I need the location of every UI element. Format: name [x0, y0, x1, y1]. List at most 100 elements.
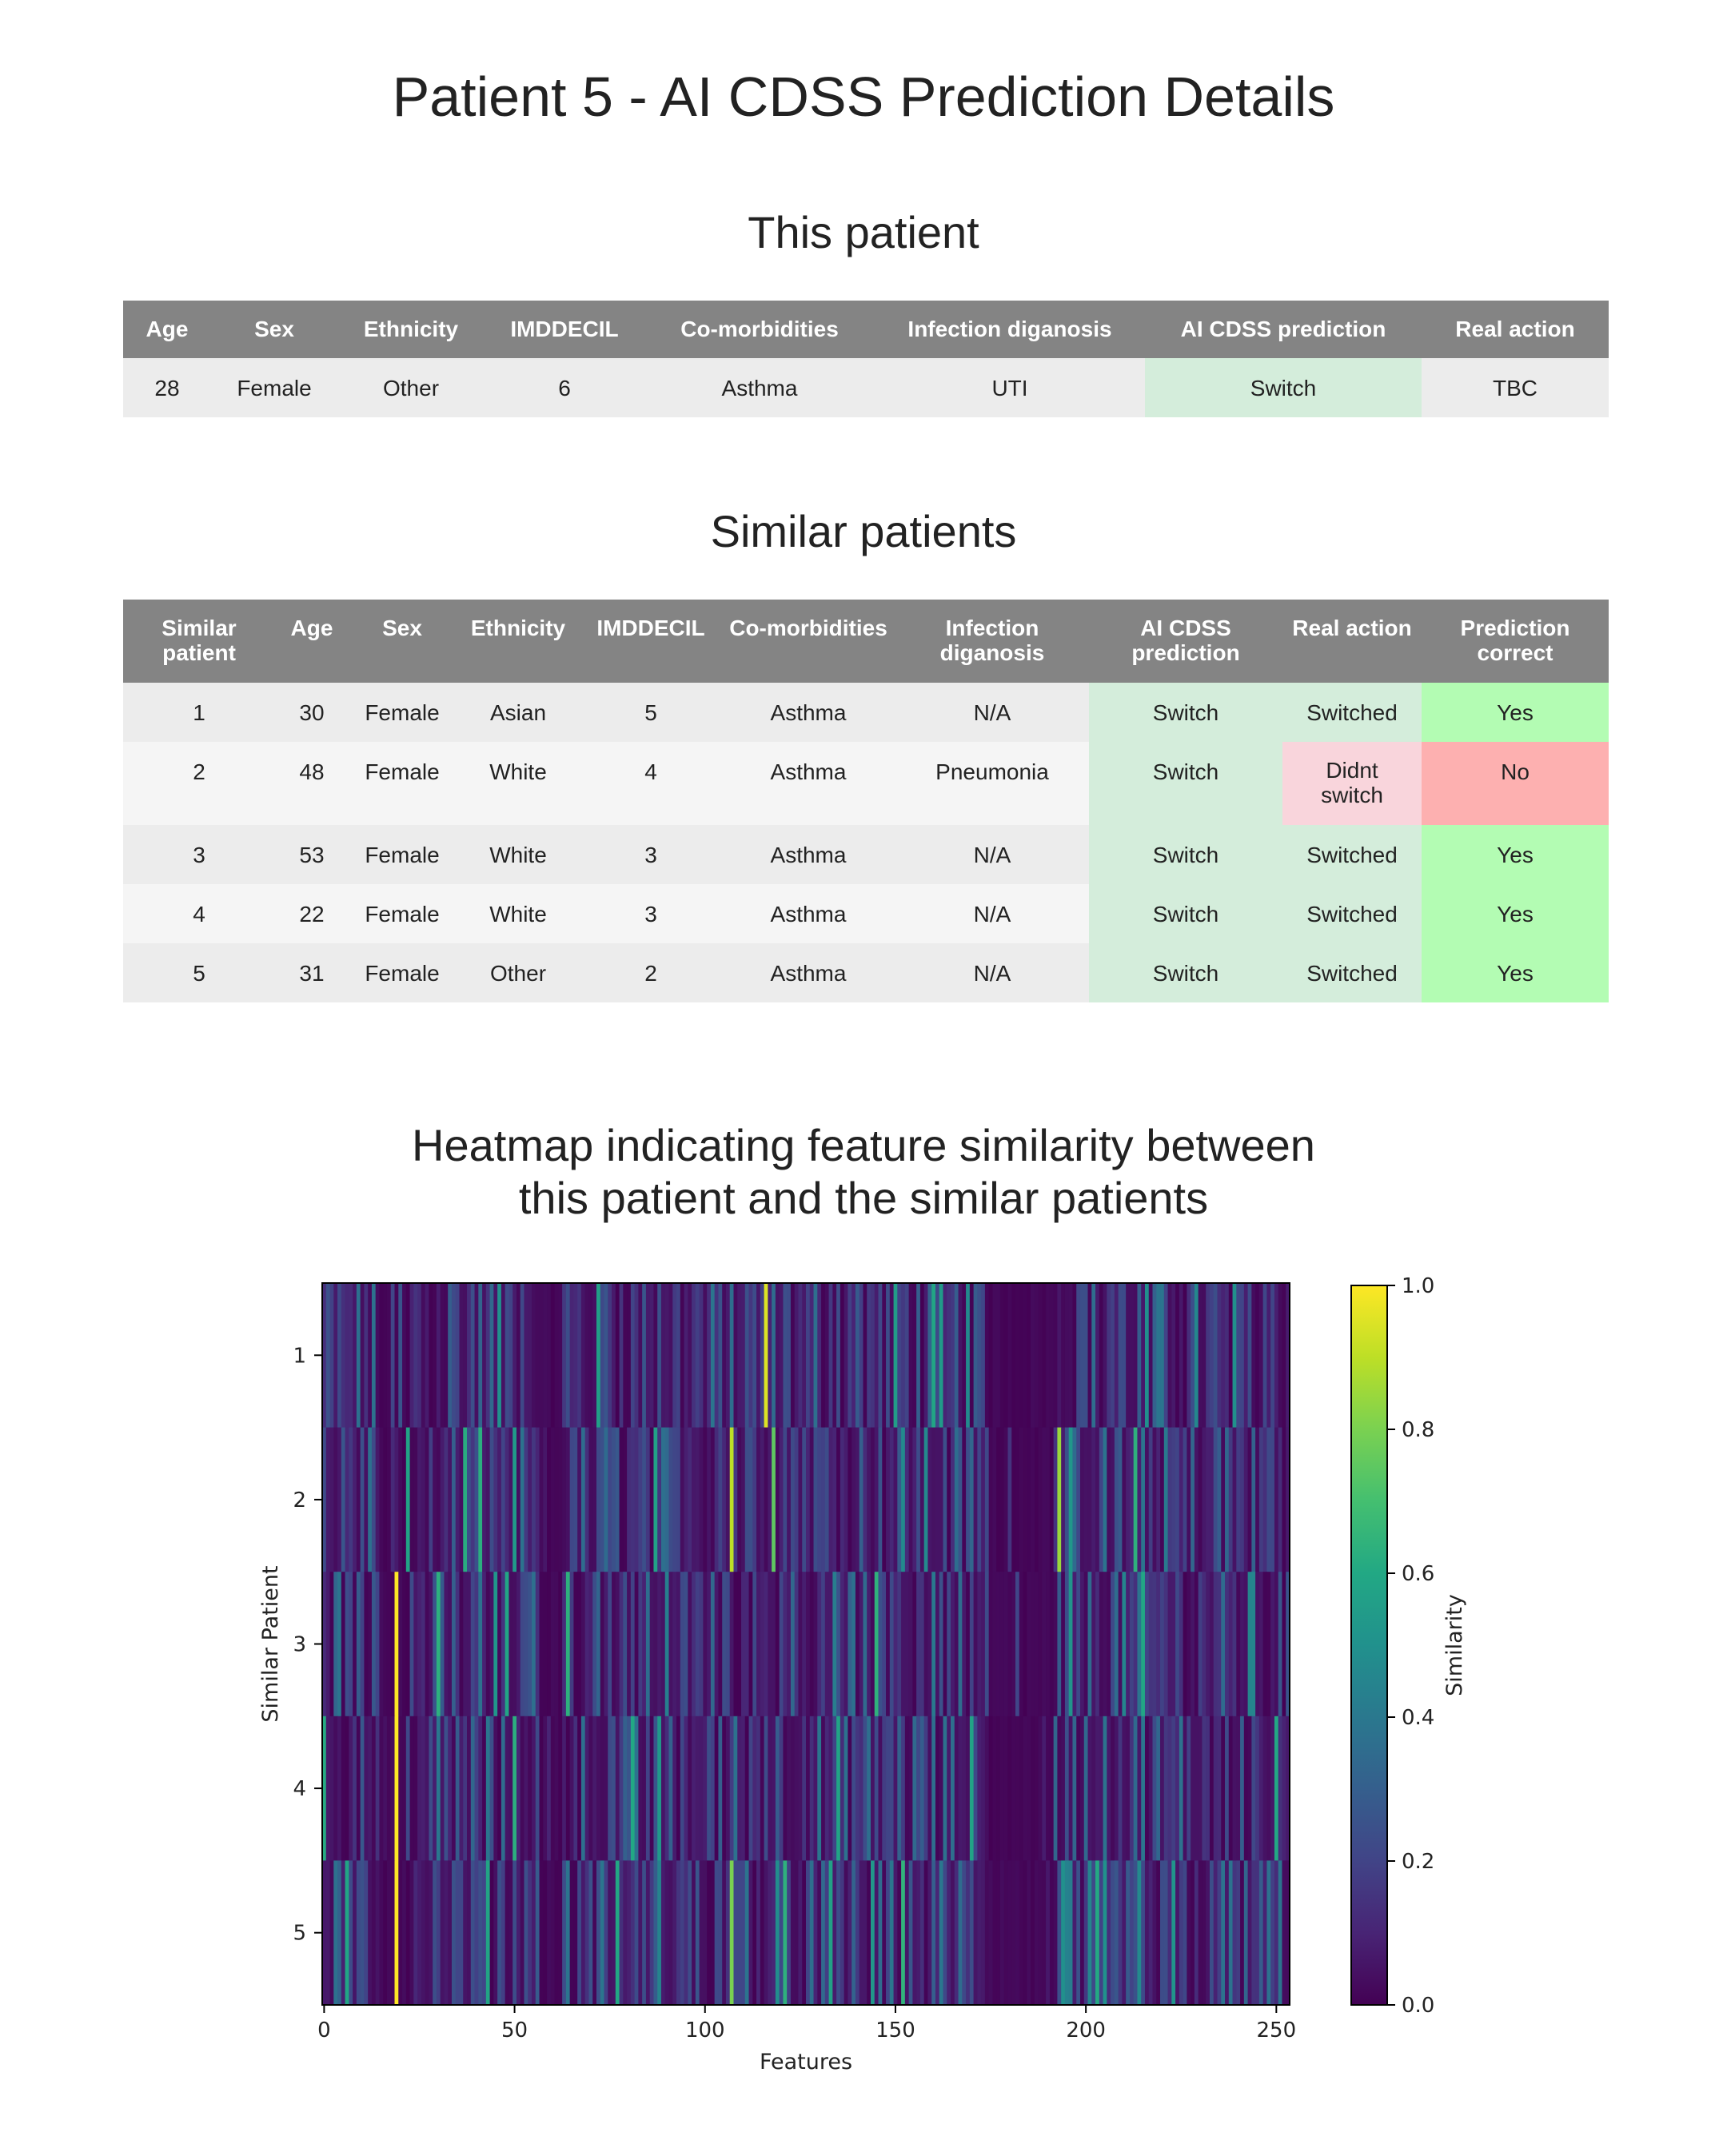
heatmap-cell	[1144, 1716, 1150, 1861]
heatmap-cell	[470, 1860, 476, 2006]
heatmap-cell	[958, 1572, 963, 1717]
heatmap-title: Heatmap indicating feature similarity be…	[0, 1119, 1727, 1225]
heatmap-cell	[474, 1716, 479, 1861]
heatmap-cell	[744, 1572, 750, 1717]
heatmap-cell	[1031, 1427, 1035, 1572]
heatmap-cell	[1240, 1283, 1245, 1429]
heatmap-cell	[554, 1716, 559, 1861]
heatmap-cell	[836, 1572, 841, 1717]
heatmap-cell	[775, 1716, 780, 1861]
heatmap-cell	[996, 1283, 1001, 1429]
heatmap-cell	[649, 1716, 655, 1861]
heatmap-cell	[676, 1572, 681, 1717]
heatmap-cell	[707, 1427, 712, 1572]
cell-prediction-correct: No	[1422, 742, 1609, 825]
heatmap-cell	[1232, 1283, 1237, 1429]
heatmap-cell	[1079, 1716, 1085, 1861]
heatmap-cell	[870, 1427, 875, 1572]
heatmap-cell	[859, 1716, 864, 1861]
heatmap-cell	[981, 1572, 986, 1717]
heatmap-cell	[1179, 1860, 1184, 2006]
heatmap-cell	[714, 1283, 720, 1429]
heatmap-cell	[1209, 1716, 1214, 1861]
cell-sex: Female	[349, 825, 456, 884]
heatmap-cell	[760, 1427, 765, 1572]
heatmap-cell	[988, 1427, 994, 1572]
heatmap-cell	[718, 1716, 723, 1861]
heatmap-cell	[722, 1283, 727, 1429]
heatmap-cell	[1156, 1572, 1161, 1717]
heatmap-cell	[371, 1427, 377, 1572]
heatmap-cell	[996, 1860, 1001, 2006]
heatmap-cell	[1031, 1716, 1035, 1861]
heatmap-cell	[874, 1572, 879, 1717]
heatmap-cell	[817, 1572, 822, 1717]
heatmap-cell	[664, 1572, 670, 1717]
heatmap-cell	[409, 1283, 414, 1429]
heatmap-cell	[604, 1283, 608, 1429]
heatmap-cell	[1266, 1283, 1271, 1429]
heatmap-cell	[935, 1427, 940, 1572]
heatmap-cell	[1187, 1860, 1191, 2006]
heatmap-cell	[752, 1283, 757, 1429]
heatmap-cell	[1274, 1716, 1279, 1861]
header-infection-diagnosis: Infection diganosis	[875, 301, 1145, 358]
heatmap-cell	[954, 1427, 959, 1572]
heatmap-cell	[1087, 1572, 1092, 1717]
heatmap-cell	[322, 1860, 327, 2006]
heatmap-cell	[528, 1283, 532, 1429]
heatmap-cell	[710, 1283, 716, 1429]
heatmap-cell	[676, 1427, 681, 1572]
heatmap-cell	[413, 1283, 418, 1429]
heatmap-cell	[577, 1716, 582, 1861]
cell-infection-diagnosis: N/A	[895, 884, 1089, 943]
heatmap-cell	[840, 1572, 845, 1717]
heatmap-cell	[642, 1427, 647, 1572]
heatmap-cell	[524, 1860, 528, 2006]
heatmap-cell	[828, 1427, 833, 1572]
heatmap-cell	[653, 1716, 658, 1861]
header-imddecil: IMDDECIL	[580, 600, 721, 683]
header-sex: Sex	[349, 600, 456, 683]
heatmap-cell	[966, 1716, 971, 1861]
heatmap-cell	[1171, 1716, 1176, 1861]
heatmap-cell	[1202, 1283, 1207, 1429]
heatmap-cell	[1015, 1572, 1020, 1717]
heatmap-cell	[790, 1427, 796, 1572]
heatmap-cell	[1003, 1427, 1009, 1572]
heatmap-cell	[539, 1572, 544, 1717]
heatmap-cell	[1072, 1283, 1077, 1429]
heatmap-cell	[660, 1716, 666, 1861]
heatmap-cell	[1251, 1427, 1256, 1572]
heatmap-cell	[870, 1283, 875, 1429]
heatmap-cell	[1144, 1860, 1150, 2006]
heatmap-cell	[451, 1572, 457, 1717]
heatmap-cell	[672, 1572, 677, 1717]
heatmap-cell	[1278, 1283, 1283, 1429]
heatmap-cell	[600, 1427, 605, 1572]
heatmap-cell	[684, 1716, 688, 1861]
heatmap-cell	[992, 1716, 997, 1861]
heatmap-cell	[337, 1572, 342, 1717]
heatmap-cell	[1011, 1572, 1016, 1717]
heatmap-cell	[923, 1716, 929, 1861]
heatmap-cell	[725, 1572, 731, 1717]
heatmap-cell	[341, 1427, 346, 1572]
heatmap-cell	[802, 1427, 807, 1572]
heatmap-cell	[1209, 1427, 1214, 1572]
heatmap-cell	[1198, 1427, 1203, 1572]
heatmap-cell	[459, 1427, 464, 1572]
heatmap-cell	[627, 1427, 632, 1572]
heatmap-cell	[817, 1427, 822, 1572]
heatmap-cell	[630, 1860, 636, 2006]
heatmap-cell	[1114, 1860, 1119, 2006]
heatmap-cell	[919, 1860, 925, 2006]
heatmap-cell	[1064, 1716, 1070, 1861]
heatmap-cell	[429, 1572, 433, 1717]
heatmap-cell	[927, 1860, 932, 2006]
heatmap-cell	[935, 1860, 940, 2006]
heatmap-cell	[489, 1572, 494, 1717]
heatmap-cell	[1228, 1283, 1234, 1429]
heatmap-cell	[927, 1283, 932, 1429]
heatmap-cell	[916, 1860, 921, 2006]
